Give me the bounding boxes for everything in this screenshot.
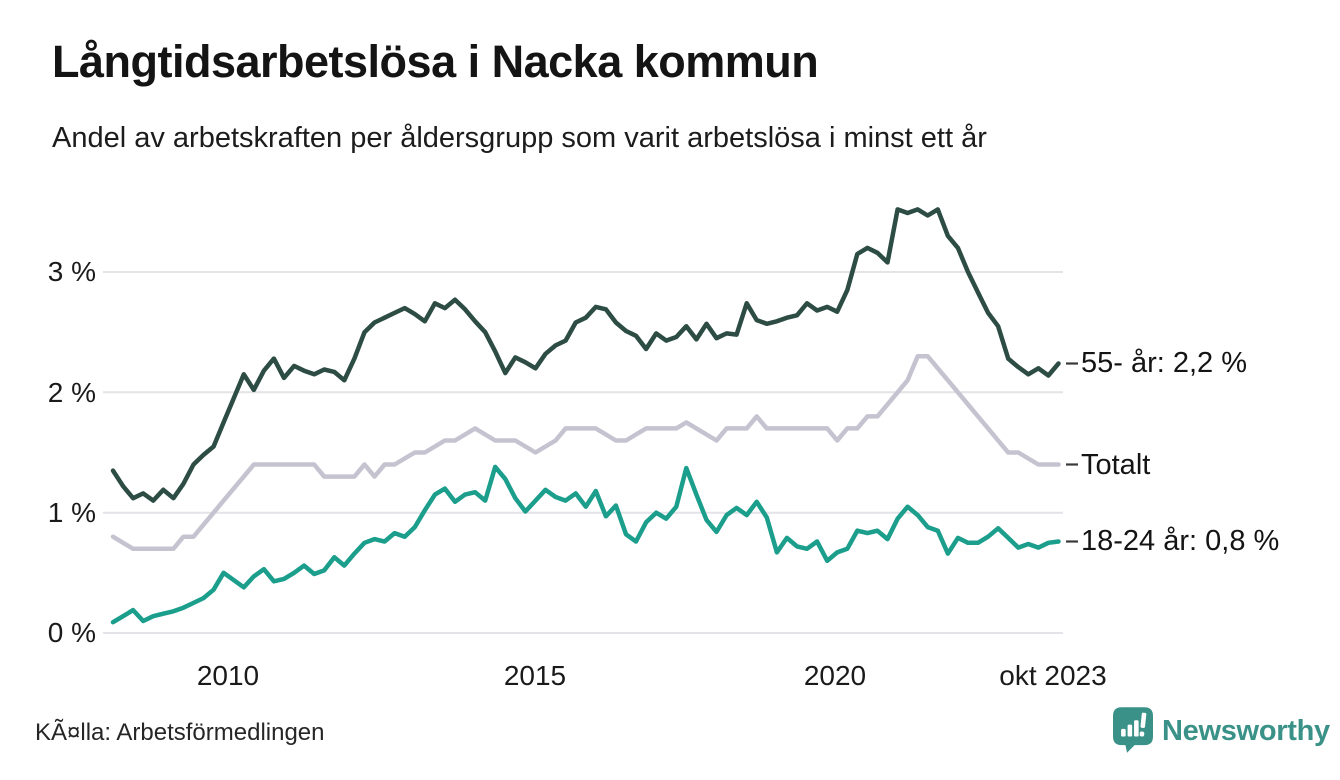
page-title: Långtidsarbetslösa i Nacka kommun [52, 36, 819, 87]
x-axis-label-2020: 2020 [803, 660, 867, 691]
series-line-2 [110, 464, 1061, 625]
x-axis-label-2015: 2015 [503, 660, 567, 691]
series-label-55-ar: 55- år: 2,2 % [1081, 347, 1248, 379]
series-line-1 [110, 353, 1061, 552]
series-label-18-24-ar: 18-24 år: 0,8 % [1081, 525, 1280, 557]
newsworthy-wordmark: Newsworthy [1162, 715, 1330, 747]
x-axis-label-okt-2023: okt 2023 [999, 660, 1107, 691]
series-line-0 [110, 207, 1061, 503]
y-axis-label-3: 3 % [47, 256, 96, 287]
newsworthy-bubble-chart-icon [1113, 707, 1153, 753]
x-axis-label-2010: 2010 [196, 660, 260, 691]
y-axis-label-0: 0 % [47, 617, 96, 648]
source-note: KÃ¤lla: Arbetsförmedlingen [35, 719, 325, 746]
series-label-totalt: Totalt [1081, 449, 1151, 481]
chart-subtitle: Andel av arbetskraften per åldersgrupp s… [52, 122, 987, 154]
y-axis-label-2: 2 % [47, 377, 96, 408]
y-axis-label-1: 1 % [47, 497, 96, 528]
newsworthy-logo: Newsworthy [1113, 707, 1330, 753]
